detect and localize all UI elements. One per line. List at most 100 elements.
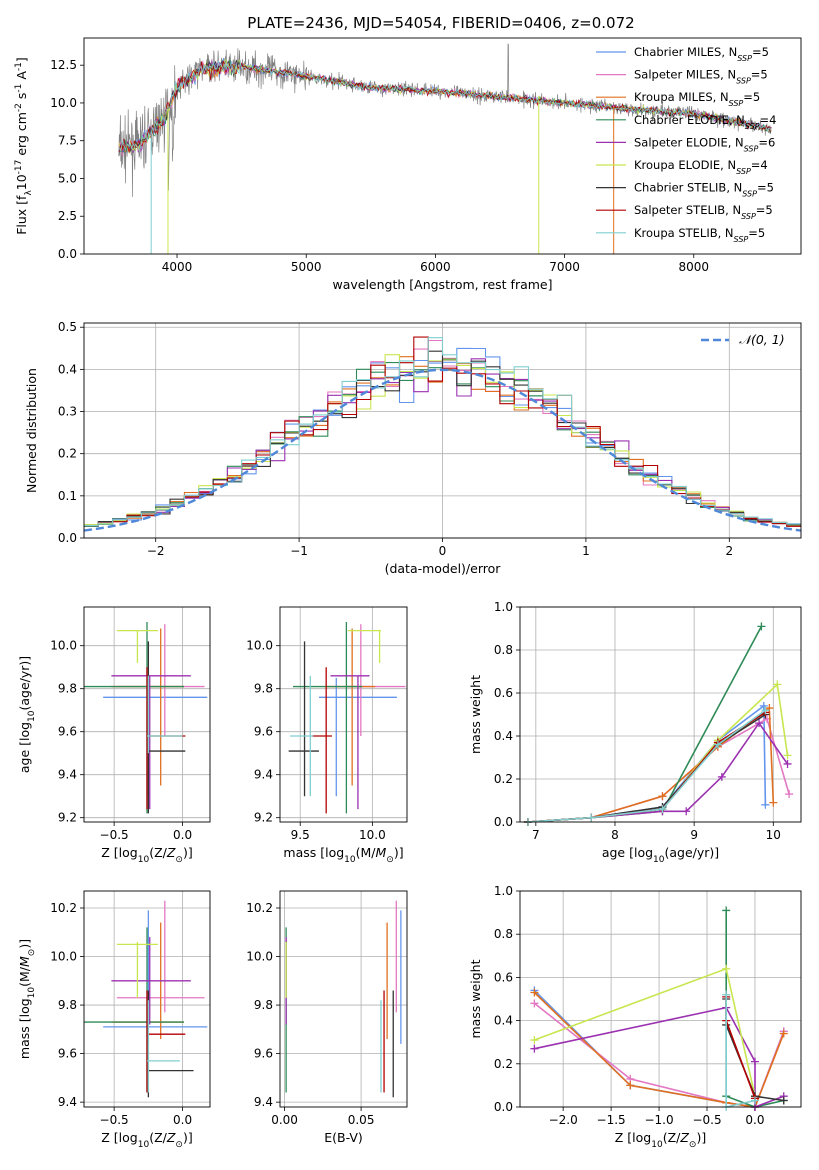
axes-frame — [83, 606, 211, 823]
y-axis-label: mass weight — [468, 959, 483, 1038]
x-tick-label: 6000 — [420, 260, 451, 274]
mass_vs_ebv-panel: 0.00 0.05 9.4 9.6 9.8 10.0 10.2 E(B-V) — [246, 890, 408, 1145]
y-tick-label: 9.4 — [254, 768, 273, 782]
weight-marker — [783, 759, 792, 768]
y-tick-label: 9.4 — [58, 1095, 77, 1109]
weight-marker — [626, 1081, 635, 1090]
model-spectrum — [118, 60, 772, 152]
y-tick-label: 1.0 — [494, 600, 513, 614]
x-tick-label: 7 — [532, 828, 540, 842]
weight-marker — [769, 798, 778, 807]
mass_weight_vs_age-panel: 7 8 9 10 0.0 0.2 0.4 0.6 0.8 1.0 age [log10(age/yr… — [468, 600, 802, 865]
weight-marker — [713, 740, 722, 749]
y-axis-label: Flux [fλ10-17 erg cm-2 s-1 A-1] — [14, 57, 34, 235]
x-axis-label: Z [log10(Z/Z⊙)] — [101, 845, 192, 865]
x-tick-label: −0.5 — [100, 828, 129, 842]
axes-frame — [519, 606, 802, 823]
histograms — [84, 336, 801, 532]
y-tick-label: 10.2 — [50, 901, 77, 915]
residual-histogram — [84, 337, 801, 527]
mass_weight_vs_Z-panel: −2.0 −1.5 −1.0 −0.5 0.0 0.0 0.2 0.4 0.6 0.8 1.0 Z [… — [468, 884, 802, 1150]
spectrum-panel: 4000 5000 6000 7000 8000 0.0 2.5 5.0 7.5 10.0 12.5… — [14, 37, 802, 292]
y-tick-label: 0.2 — [494, 1057, 513, 1071]
y-tick-label: 0.4 — [494, 1014, 513, 1028]
y-tick-label: 0.5 — [58, 320, 77, 334]
x-axis-label: (data-model)/error — [385, 561, 502, 576]
weight-marker — [722, 990, 731, 999]
y-tick-label: 9.4 — [254, 1095, 273, 1109]
x-tick-label: 9 — [690, 828, 698, 842]
axes-frame — [83, 322, 802, 539]
axes-frame — [519, 890, 802, 1108]
legend-entry: Kroupa STELIB, NSSP=5 — [634, 226, 765, 244]
y-tick-label: 10.0 — [50, 96, 77, 110]
legend-entry: Chabrier MILES, NSSP=5 — [634, 45, 769, 63]
figure-title: PLATE=2436, MJD=54054, FIBERID=0406, z=0… — [247, 14, 634, 32]
weight-marker — [761, 800, 770, 809]
x-tick-label: −1 — [290, 544, 308, 558]
x-tick-label: 2 — [725, 544, 733, 558]
y-axis-label: mass weight — [468, 675, 483, 754]
y-tick-label: 9.8 — [254, 998, 273, 1012]
x-axis-label: mass [log10(M/M⊙)] — [283, 845, 403, 865]
y-tick-label: 10.0 — [246, 639, 273, 653]
y-tick-label: 9.6 — [254, 1047, 273, 1061]
normal-reference-curve — [84, 368, 801, 532]
y-tick-label: 9.8 — [254, 682, 273, 696]
x-axis-label: wavelength [Angstrom, rest frame] — [332, 277, 552, 292]
weight-marker — [722, 906, 731, 915]
y-tick-label: 0.2 — [494, 772, 513, 786]
y-axis-label: Normed distribution — [24, 368, 39, 493]
weight-line — [534, 967, 756, 1097]
y-tick-label: 0.8 — [494, 643, 513, 657]
weight-lines — [523, 622, 794, 826]
x-tick-label: 0 — [439, 544, 447, 558]
weight-marker — [658, 792, 667, 801]
y-tick-label: 0.4 — [58, 362, 77, 376]
weight-line — [527, 706, 775, 823]
weight-line — [527, 704, 767, 823]
y-tick-label: 0.2 — [58, 447, 77, 461]
y-tick-label: 2.5 — [58, 209, 77, 223]
y-tick-label: 9.2 — [58, 811, 77, 825]
y-tick-label: 0.1 — [58, 489, 77, 503]
x-tick-label: −2 — [147, 544, 165, 558]
x-axis-label: age [log10(age/yr)] — [602, 845, 719, 865]
y-tick-label: 5.0 — [58, 171, 77, 185]
weight-line — [527, 682, 789, 823]
weight-line — [725, 994, 756, 1109]
weight-marker — [530, 988, 539, 997]
y-tick-label: 9.8 — [58, 998, 77, 1012]
weight-marker — [757, 622, 766, 631]
weight-line — [725, 996, 756, 1099]
legend-entry: Salpeter STELIB, NSSP=5 — [634, 203, 773, 221]
weight-marker — [682, 807, 691, 816]
x-tick-label: 0.00 — [271, 1113, 298, 1127]
x-tick-label: −0.5 — [100, 1113, 129, 1127]
x-tick-label: −1.5 — [597, 1113, 626, 1127]
weight-marker — [750, 1057, 759, 1066]
y-tick-label: 10.0 — [50, 639, 77, 653]
age_vs_mass-panel: 9.5 10.0 9.2 9.4 9.6 9.8 10.0 mass [log10(M/M⊙)… — [246, 606, 408, 865]
y-tick-label: 10.0 — [50, 950, 77, 964]
x-tick-label: 8000 — [678, 260, 709, 274]
weight-line — [527, 626, 763, 823]
age_vs_Z-panel: −0.5 0.0 9.2 9.4 9.6 9.8 10.0 Z [log10(Z/Z⊙)] ag… — [17, 606, 211, 865]
errorbars — [84, 900, 208, 1098]
weight-marker — [530, 1044, 539, 1053]
weight-marker — [759, 701, 768, 710]
x-tick-label: 10 — [766, 828, 781, 842]
axes-frame — [279, 890, 408, 1108]
y-tick-label: 10.2 — [246, 901, 273, 915]
legend-entry: Chabrier STELIB, NSSP=5 — [634, 181, 774, 199]
y-tick-label: 9.4 — [58, 768, 77, 782]
weight-marker — [785, 790, 794, 799]
weight-marker — [530, 1036, 539, 1045]
x-tick-label: 0.0 — [173, 828, 192, 842]
y-tick-label: 12.5 — [50, 58, 77, 72]
errorbars — [84, 622, 208, 814]
model-spectrum — [118, 60, 772, 153]
weight-marker — [761, 706, 770, 715]
errorbars — [285, 900, 402, 1098]
